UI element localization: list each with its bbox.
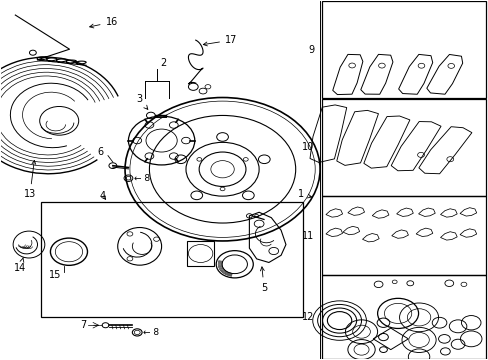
Text: 6: 6 bbox=[98, 147, 103, 157]
Text: 10: 10 bbox=[302, 142, 314, 152]
Text: 3: 3 bbox=[136, 94, 147, 109]
Bar bbox=[321, 99, 485, 196]
Text: 15: 15 bbox=[48, 270, 61, 280]
Bar bbox=[41, 202, 303, 317]
Text: 17: 17 bbox=[203, 35, 237, 46]
Text: 7: 7 bbox=[80, 320, 86, 330]
Text: ← 8: ← 8 bbox=[134, 174, 150, 183]
Text: 1: 1 bbox=[298, 189, 311, 199]
Text: 4: 4 bbox=[100, 191, 106, 201]
Text: ← 8: ← 8 bbox=[143, 328, 159, 337]
Text: 12: 12 bbox=[301, 312, 314, 322]
Bar bbox=[321, 275, 485, 359]
Text: 13: 13 bbox=[24, 160, 36, 199]
Text: 2: 2 bbox=[160, 58, 166, 68]
Text: 9: 9 bbox=[307, 45, 314, 55]
Text: 5: 5 bbox=[260, 267, 266, 293]
Bar bbox=[321, 1, 485, 98]
Text: 14: 14 bbox=[14, 257, 26, 273]
Bar bbox=[186, 241, 214, 266]
Bar bbox=[321, 197, 485, 275]
Text: 16: 16 bbox=[89, 17, 118, 28]
Text: 11: 11 bbox=[302, 231, 314, 240]
